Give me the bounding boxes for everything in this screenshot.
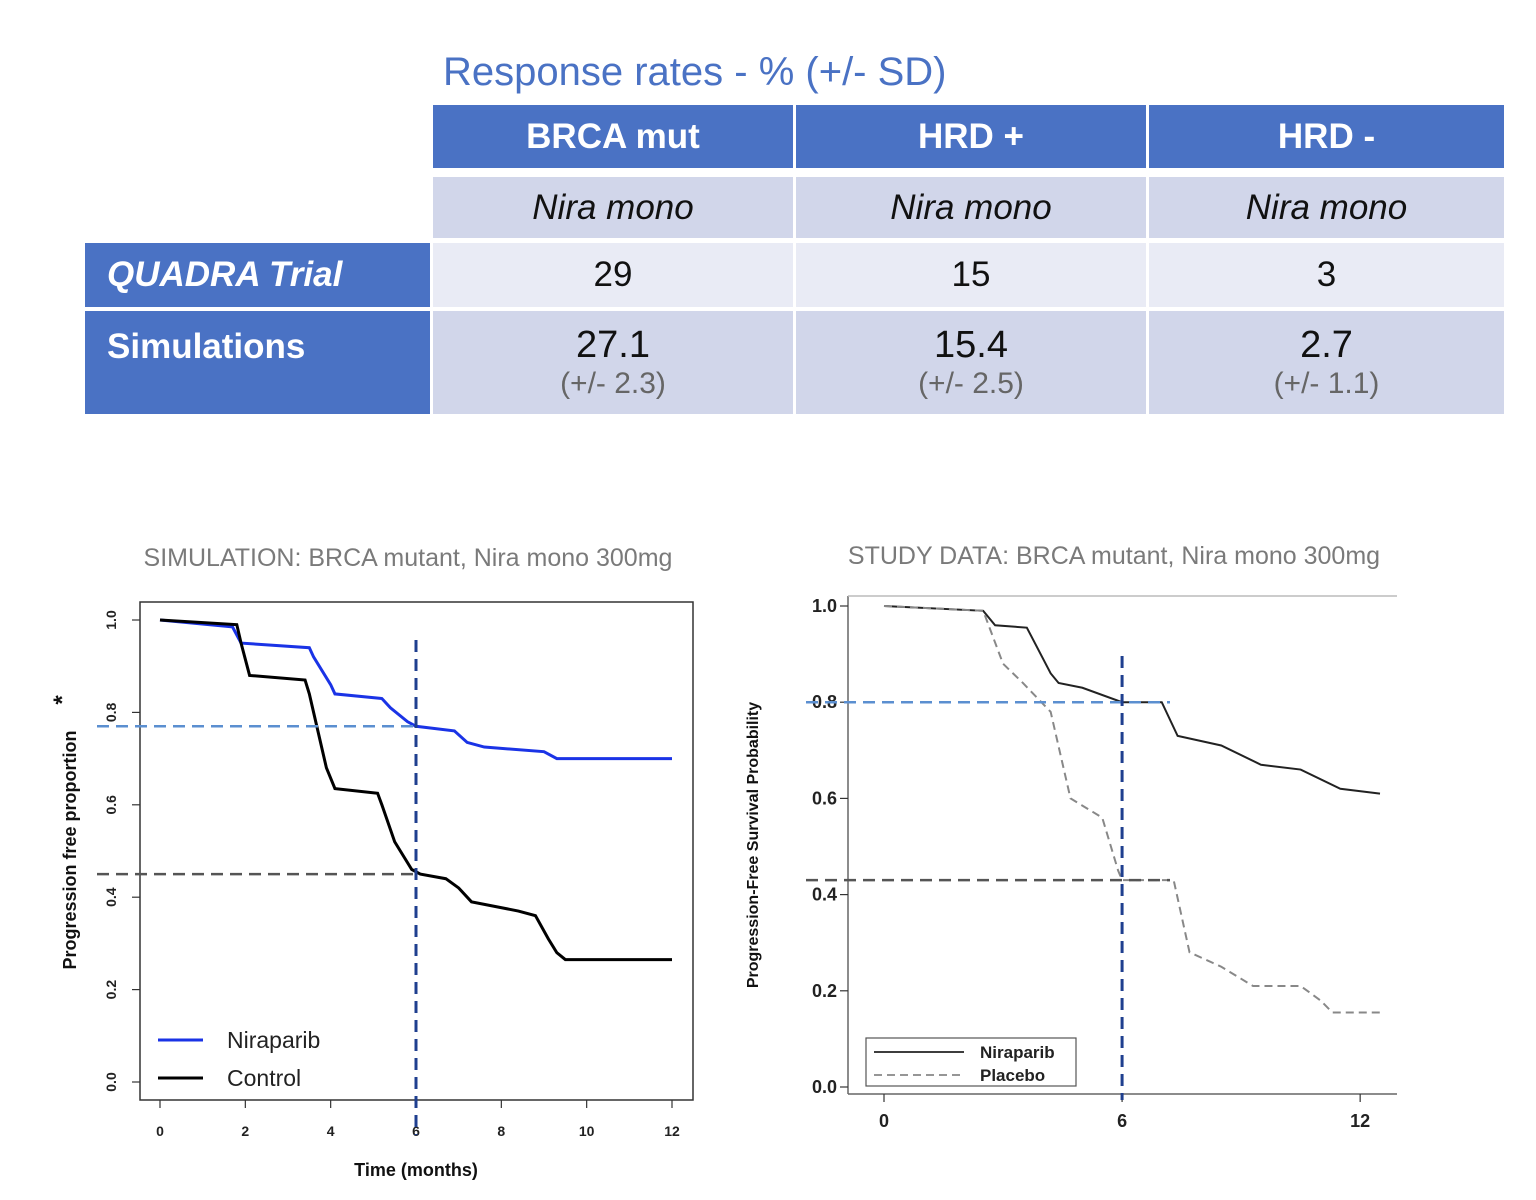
x-tick-label: 10 [579, 1123, 595, 1139]
legend-label: Niraparib [227, 1027, 320, 1053]
x-tick-label: 4 [327, 1123, 335, 1139]
x-tick-label: 2 [241, 1123, 249, 1139]
sim-value: 2.7 [1300, 323, 1353, 366]
x-tick-label: 12 [1350, 1111, 1370, 1131]
y-tick-label: 0.6 [103, 795, 119, 815]
x-tick-label: 8 [497, 1123, 505, 1139]
y-tick-label: 0.0 [812, 1077, 837, 1097]
table-cell: 15 [796, 243, 1146, 307]
x-tick-label: 6 [1117, 1111, 1127, 1131]
y-tick-label: 0.0 [103, 1072, 119, 1092]
legend-label: Placebo [980, 1066, 1045, 1085]
legend-label: Control [227, 1065, 301, 1091]
sim-sd: (+/- 2.5) [918, 366, 1024, 400]
y-tick-label: 0.4 [103, 887, 119, 907]
sim-value: 15.4 [934, 323, 1008, 366]
y-tick-label: 1.0 [103, 610, 119, 630]
x-axis-label: Time (months) [354, 1160, 478, 1180]
series-line-niraparib [883, 605, 1381, 795]
chart-title: STUDY DATA: BRCA mutant, Nira mono 300mg [848, 542, 1380, 570]
sim-sd: (+/- 2.3) [560, 366, 666, 400]
row-label-simulations: Simulations [85, 311, 430, 414]
table-cell: 27.1 (+/- 2.3) [433, 311, 793, 414]
subheader-cell: Nira mono [1149, 177, 1504, 238]
x-tick-label: 0 [879, 1111, 889, 1131]
y-tick-label: 0.2 [103, 980, 119, 1000]
subheader-cell: Nira mono [433, 177, 793, 238]
chart-title: SIMULATION: BRCA mutant, Nira mono 300mg [144, 544, 673, 572]
sim-sd: (+/- 1.1) [1273, 366, 1380, 400]
series-line-niraparib [159, 618, 672, 761]
column-header-hrd-neg: HRD - [1149, 105, 1504, 168]
table-cell: 3 [1149, 243, 1504, 307]
y-axis-label: Progression-Free Survival Probability [745, 702, 762, 988]
x-tick-label: 12 [664, 1123, 680, 1139]
column-header-brca: BRCA mut [433, 105, 793, 168]
y-tick-label: 0.2 [812, 981, 837, 1001]
table-cell: 2.7 (+/- 1.1) [1149, 311, 1504, 414]
y-tick-label: 0.8 [812, 692, 837, 712]
x-tick-label: 0 [156, 1123, 164, 1139]
subheader-cell: Nira mono [796, 177, 1146, 238]
series-line-placebo [883, 605, 1380, 1014]
row-label-quadra: QUADRA Trial [85, 243, 430, 307]
table-title: Response rates - % (+/- SD) [443, 50, 947, 94]
series-line-control [159, 618, 672, 962]
y-axis-asterisk: * [49, 695, 76, 705]
table-cell: 15.4 (+/- 2.5) [796, 311, 1146, 414]
y-axis-label: Progression free proportion [60, 730, 80, 969]
x-tick-label: 6 [412, 1123, 420, 1139]
sim-value: 27.1 [576, 323, 650, 366]
legend-label: Niraparib [980, 1043, 1055, 1062]
legend-box [865, 1037, 1077, 1087]
column-header-hrd-pos: HRD + [796, 105, 1146, 168]
y-tick-label: 0.4 [812, 885, 837, 905]
y-tick-label: 0.6 [812, 788, 837, 808]
table-cell: 29 [433, 243, 793, 307]
y-tick-label: 1.0 [812, 596, 837, 616]
y-tick-label: 0.8 [103, 702, 119, 722]
